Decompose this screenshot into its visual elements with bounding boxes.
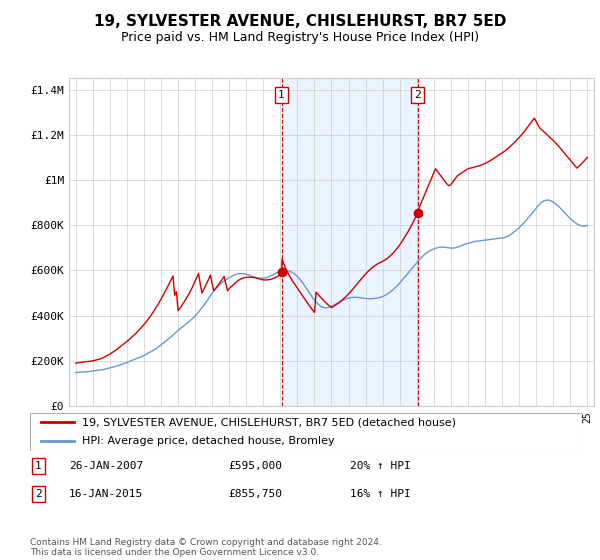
Text: 19, SYLVESTER AVENUE, CHISLEHURST, BR7 5ED: 19, SYLVESTER AVENUE, CHISLEHURST, BR7 5… [94,14,506,29]
Text: £595,000: £595,000 [229,461,283,471]
Text: HPI: Average price, detached house, Bromley: HPI: Average price, detached house, Brom… [82,436,335,446]
Text: 16-JAN-2015: 16-JAN-2015 [68,489,143,499]
Text: £855,750: £855,750 [229,489,283,499]
Text: Contains HM Land Registry data © Crown copyright and database right 2024.
This d: Contains HM Land Registry data © Crown c… [30,538,382,557]
Bar [281,78,418,406]
Text: 2: 2 [35,489,41,499]
Text: 26-JAN-2007: 26-JAN-2007 [68,461,143,471]
Text: 19, SYLVESTER AVENUE, CHISLEHURST, BR7 5ED (detached house): 19, SYLVESTER AVENUE, CHISLEHURST, BR7 5… [82,417,457,427]
Text: 16% ↑ HPI: 16% ↑ HPI [350,489,411,499]
Text: 20% ↑ HPI: 20% ↑ HPI [350,461,411,471]
Text: Price paid vs. HM Land Registry's House Price Index (HPI): Price paid vs. HM Land Registry's House … [121,31,479,44]
Text: 1: 1 [278,90,285,100]
Text: 1: 1 [35,461,41,471]
Text: 2: 2 [414,90,421,100]
